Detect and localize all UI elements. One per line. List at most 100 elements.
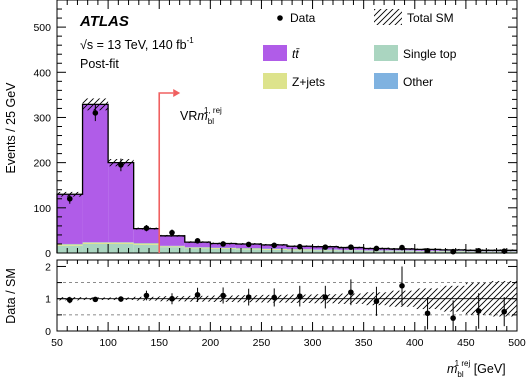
bar-tt-4: [159, 236, 185, 246]
data-point-6: [220, 241, 226, 247]
energy-label-part: -1: [187, 36, 195, 45]
data-point-8: [271, 243, 277, 249]
region-label-part: 1, rej: [204, 106, 222, 115]
ratio-xtick-label-1: 100: [99, 337, 117, 349]
data-point-1: [93, 110, 99, 116]
bar-zjets-6: [210, 248, 236, 249]
main-ytick-label-4: 400: [33, 67, 51, 79]
data-point-3: [144, 225, 150, 231]
region-arrow-head: [173, 89, 180, 97]
main-ytick-label-1: 100: [33, 203, 51, 215]
ratio-point-1: [93, 297, 99, 303]
main-ytick-label-2: 200: [33, 158, 51, 170]
legend-swatch-2: [263, 45, 287, 61]
legend-swatch-4: [263, 73, 287, 89]
legend-label-0: Data: [290, 11, 316, 25]
data-point-4: [169, 230, 175, 236]
ratio-point-7: [246, 294, 252, 300]
ratio-point-3: [144, 293, 150, 299]
ratio-xlabel-part: [GeV]: [470, 362, 505, 376]
ratio-point-9: [297, 293, 303, 299]
ratio-point-8: [271, 295, 277, 301]
bar-zjets-5: [185, 248, 211, 249]
ratio-point-0: [67, 297, 73, 303]
region-label-part: VR: [180, 109, 197, 123]
data-point-9: [297, 244, 303, 250]
bar-zjets-4: [159, 246, 185, 247]
data-point-15: [450, 249, 456, 255]
ratio-xlabel-part: bl: [457, 370, 463, 379]
bar-singletop-7: [236, 249, 262, 253]
bar-zjets-0: [57, 244, 83, 245]
ratio-xtick-label-5: 300: [304, 337, 322, 349]
data-point-7: [246, 242, 252, 248]
ratio-point-14: [425, 310, 431, 316]
data-point-10: [323, 244, 329, 250]
legend-label-4: Z+jets: [292, 75, 325, 89]
data-point-13: [399, 245, 405, 251]
ratio-xtick-label-9: 500: [508, 337, 526, 349]
ratio-xtick-label-4: 250: [253, 337, 271, 349]
data-point-0: [67, 196, 73, 202]
bar-zjets-8: [261, 249, 287, 250]
region-arrow: [159, 93, 173, 253]
ratio-point-16: [476, 308, 482, 314]
ratio-ytick-label-2: 2: [45, 261, 51, 273]
bar-zjets-2: [108, 243, 134, 244]
bar-zjets-1: [83, 243, 109, 244]
legend-label-3: Single top: [403, 47, 457, 61]
legend-label-1: Total SM: [407, 11, 454, 25]
ratio-point-11: [348, 289, 354, 295]
ratio-xtick-label-8: 450: [457, 337, 475, 349]
energy-label: √s = 13 TeV, 140 fb-1: [80, 36, 194, 52]
atlas-label: ATLAS: [79, 13, 129, 30]
region-label: VRmbl1, rej: [180, 106, 222, 126]
data-point-2: [118, 162, 124, 168]
bar-zjets-3: [134, 244, 160, 245]
region-label-part: bl: [208, 117, 214, 126]
ratio-point-6: [220, 293, 226, 299]
energy-label-part: √s = 13 TeV, 140 fb: [80, 38, 187, 52]
data-point-5: [195, 238, 201, 244]
bar-singletop-0: [57, 246, 83, 253]
ratio-xtick-label-0: 50: [51, 337, 63, 349]
bar-singletop-3: [134, 245, 160, 253]
fit-label: Post-fit: [80, 57, 119, 71]
ratio-xtick-label-7: 400: [406, 337, 424, 349]
bar-singletop-1: [83, 244, 109, 253]
legend-total-sm-swatch: [374, 9, 402, 25]
ratio-ylabel: Data / SM: [4, 268, 18, 324]
ratio-xlabel: mbl1 rej [GeV]: [447, 359, 506, 379]
data-point-12: [374, 246, 380, 252]
ratio-point-12: [374, 299, 380, 305]
bar-tt-2: [108, 163, 134, 243]
bar-zjets-7: [236, 248, 262, 249]
ratio-xtick-label-3: 200: [202, 337, 220, 349]
bar-singletop-5: [185, 248, 211, 253]
bar-tt-1: [83, 104, 109, 242]
bar-zjets-9: [287, 249, 313, 250]
main-ytick-label-5: 500: [33, 22, 51, 34]
legend-swatch-5: [374, 73, 398, 89]
ratio-ytick-label-1: 1: [45, 294, 51, 306]
data-point-11: [348, 244, 354, 250]
legend-swatch-3: [374, 45, 398, 61]
ratio-point-5: [195, 292, 201, 298]
legend-label-5: Other: [403, 75, 433, 89]
main-ytick-label-3: 300: [33, 112, 51, 124]
main-ylabel: Events / 25 GeV: [4, 82, 18, 174]
ratio-point-2: [118, 296, 124, 302]
legend-label-2: tt̄: [292, 47, 300, 61]
bar-singletop-6: [210, 249, 236, 253]
main-ytick-label-0: 0: [45, 248, 51, 260]
ratio-point-13: [399, 283, 405, 289]
ratio-point-15: [450, 315, 456, 321]
ratio-xtick-label-6: 350: [355, 337, 373, 349]
ratio-xtick-label-2: 150: [150, 337, 168, 349]
ratio-point-17: [501, 309, 507, 315]
bar-singletop-2: [108, 244, 134, 253]
ratio-point-4: [169, 296, 175, 302]
legend-data-marker: [277, 15, 283, 21]
